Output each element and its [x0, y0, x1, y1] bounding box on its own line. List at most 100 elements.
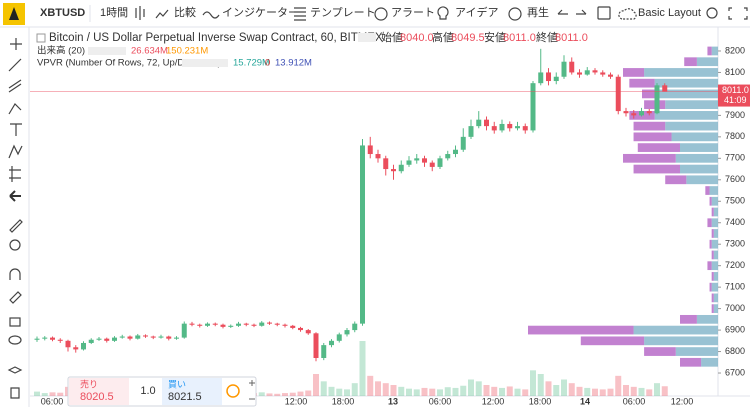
trash[interactable] [10, 387, 20, 399]
layout[interactable]: Basic Layout [638, 7, 701, 19]
legend-buttons[interactable] [358, 33, 376, 42]
top-toolbar: XBTUSD 1時間 比較 インジケーター テンプレート アラート アイデア 再… [0, 0, 750, 28]
volume-bar [57, 392, 64, 396]
candle-body [321, 345, 327, 358]
volume-bar [638, 387, 645, 396]
profile-down [633, 121, 666, 131]
volume-bar [661, 386, 668, 396]
candle-body [453, 149, 458, 155]
candle-body [267, 322, 272, 324]
profile-down [623, 153, 676, 163]
info-icon[interactable] [226, 384, 240, 398]
x-tick-label: 13 [388, 396, 398, 406]
undo[interactable] [557, 9, 568, 15]
profile-down [711, 272, 714, 281]
measure[interactable] [9, 166, 21, 182]
candle-body [344, 330, 350, 335]
candle-body [460, 136, 466, 150]
lock-draw[interactable] [9, 291, 22, 304]
profile-up [675, 347, 718, 356]
profile-up [711, 46, 718, 56]
volume-bar [499, 387, 505, 396]
volume-bar [506, 386, 513, 396]
profile-up [711, 282, 718, 292]
profile-down [707, 218, 712, 228]
buy-button[interactable] [162, 378, 222, 405]
profile-up [711, 261, 718, 271]
fullscreen-select[interactable] [597, 6, 611, 20]
candle-body [50, 337, 55, 340]
profile-down [633, 132, 672, 142]
candle-body [600, 72, 606, 75]
candle-body [259, 322, 265, 326]
profile-down [637, 143, 680, 152]
candle-body [42, 337, 48, 339]
compare[interactable]: 比較 [174, 5, 196, 19]
profile-up [713, 229, 718, 238]
candle-body [96, 338, 102, 340]
interval[interactable]: 1時間 [100, 6, 128, 19]
layers[interactable] [7, 366, 23, 374]
quantity[interactable]: 1.0 [140, 385, 155, 397]
low-label: 安値 [484, 30, 506, 44]
profile-up [665, 100, 718, 110]
collapse[interactable] [36, 33, 46, 43]
x-tick-label: 06:00 [623, 396, 646, 406]
expand-icons[interactable] [249, 380, 255, 400]
prediction[interactable] [8, 144, 23, 159]
fullscreen[interactable] [728, 7, 748, 20]
candle-body [538, 72, 544, 84]
ruler[interactable] [9, 219, 23, 233]
templates[interactable]: テンプレート [310, 6, 376, 19]
text-tool[interactable] [10, 123, 22, 136]
volume-bar [274, 393, 281, 396]
profile-up [654, 111, 718, 120]
alert[interactable]: アラート [391, 7, 435, 19]
sell-button[interactable] [69, 378, 129, 405]
candle-body [236, 323, 241, 326]
candle-body [592, 70, 598, 73]
volume-bar [390, 385, 397, 396]
candle-body [608, 74, 613, 77]
lock[interactable] [9, 317, 21, 327]
replay[interactable]: 再生 [527, 5, 549, 19]
logo-mark [9, 7, 19, 20]
profile-down [709, 196, 712, 206]
fib[interactable] [8, 79, 22, 93]
back[interactable] [9, 190, 21, 202]
chart-type-icon[interactable] [135, 6, 145, 20]
visibility[interactable] [8, 335, 22, 345]
vpvr-buttons[interactable] [182, 59, 228, 67]
volume-buttons[interactable] [88, 47, 126, 55]
left-toolbar [7, 27, 30, 407]
candle-body [476, 119, 482, 127]
profile-up [680, 143, 718, 152]
redo[interactable] [576, 9, 587, 15]
close-value: 8011.0 [555, 32, 588, 44]
legend-title: Bitcoin / US Dollar Perpetual Inverse Sw… [49, 32, 383, 44]
vpvr-up: 15.729M [233, 58, 270, 69]
profile-down [680, 357, 702, 367]
price-badge [718, 84, 750, 107]
settings[interactable] [706, 7, 718, 19]
candle-body [57, 339, 63, 341]
alert-icon [374, 7, 388, 21]
volume-bar [452, 387, 459, 396]
profile-up [713, 304, 718, 313]
symbol[interactable]: XBTUSD [40, 7, 85, 19]
profile-up [711, 196, 718, 206]
zoom[interactable] [9, 239, 21, 251]
volume-bar [607, 388, 614, 396]
pattern[interactable] [8, 103, 22, 115]
magnet[interactable] [9, 268, 21, 280]
profile-up [711, 239, 718, 249]
ideas[interactable]: アイデア [455, 5, 498, 19]
trend-line[interactable] [8, 58, 22, 72]
candle-body [569, 61, 575, 73]
candle-body [367, 145, 373, 155]
indicators[interactable]: インジケーター [222, 6, 299, 19]
candle-body [654, 85, 660, 114]
x-tick-label: 18:00 [529, 396, 552, 406]
candle-body [577, 72, 582, 75]
crosshair[interactable] [10, 38, 22, 50]
